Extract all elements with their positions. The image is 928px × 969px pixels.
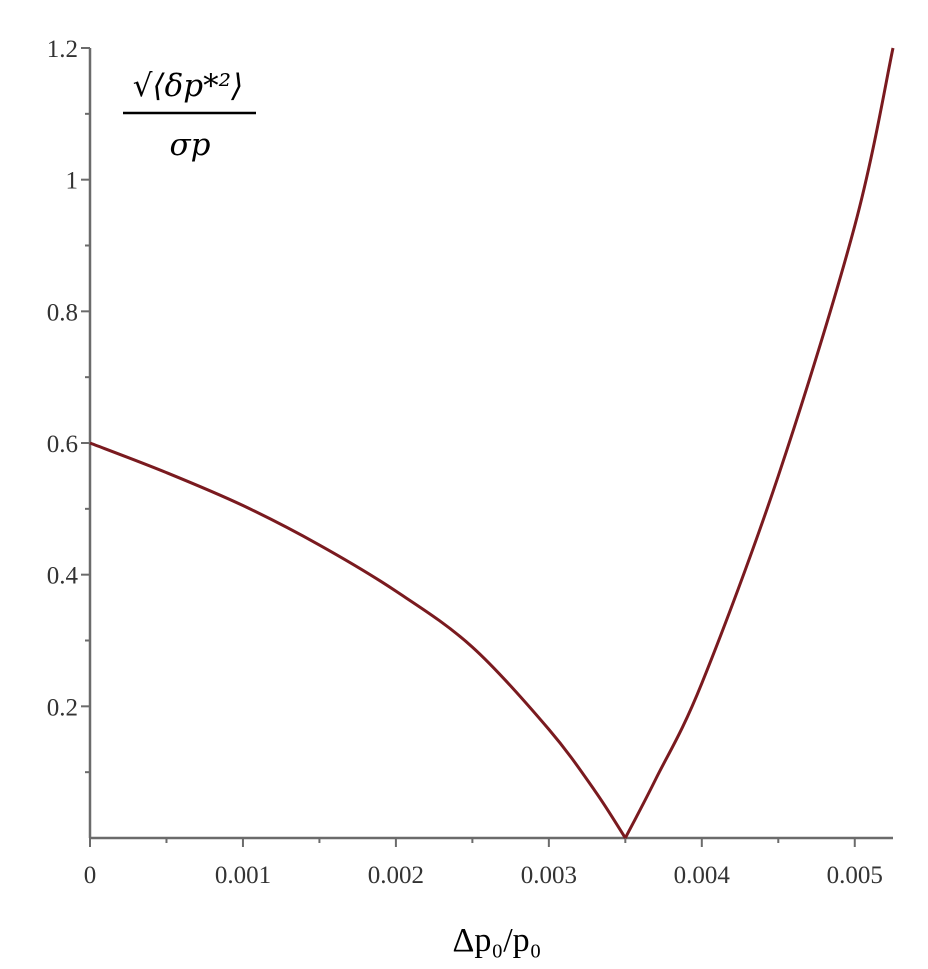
series-line-right [623, 47, 895, 839]
series-line-left [89, 441, 627, 839]
series-layer [89, 47, 895, 839]
x-tick-label: 0 [84, 862, 97, 889]
axes [88, 48, 893, 840]
y-tick-label: 0.2 [47, 694, 78, 721]
y-tick-label: 0.6 [47, 431, 78, 458]
y-tick-label: 1.2 [47, 36, 78, 63]
y-axis-title: √⟨δp*²⟩ σp [123, 68, 256, 163]
x-tick-label: 0.004 [674, 862, 731, 889]
x-tick-label: 0.001 [215, 862, 271, 889]
y-tick-label: 1 [66, 168, 79, 195]
y-tick-label: 0.8 [47, 299, 78, 326]
x-axis-title: Δp₀/p₀ [452, 922, 541, 959]
x-tick-label: 0.003 [521, 862, 577, 889]
y-tick-label: 0.4 [47, 563, 79, 590]
x-tick-label: 0.005 [827, 862, 883, 889]
y-axis-title-numerator: √⟨δp*²⟩ [133, 68, 243, 104]
ticks [81, 47, 856, 847]
x-tick-label: 0.002 [368, 862, 424, 889]
tick-labels: 0 0.001 0.002 0.003 0.004 0.005 0.2 0.4 0.6 0.8 1 1… [47, 36, 883, 889]
y-axis-title-denominator: σp [169, 127, 210, 163]
